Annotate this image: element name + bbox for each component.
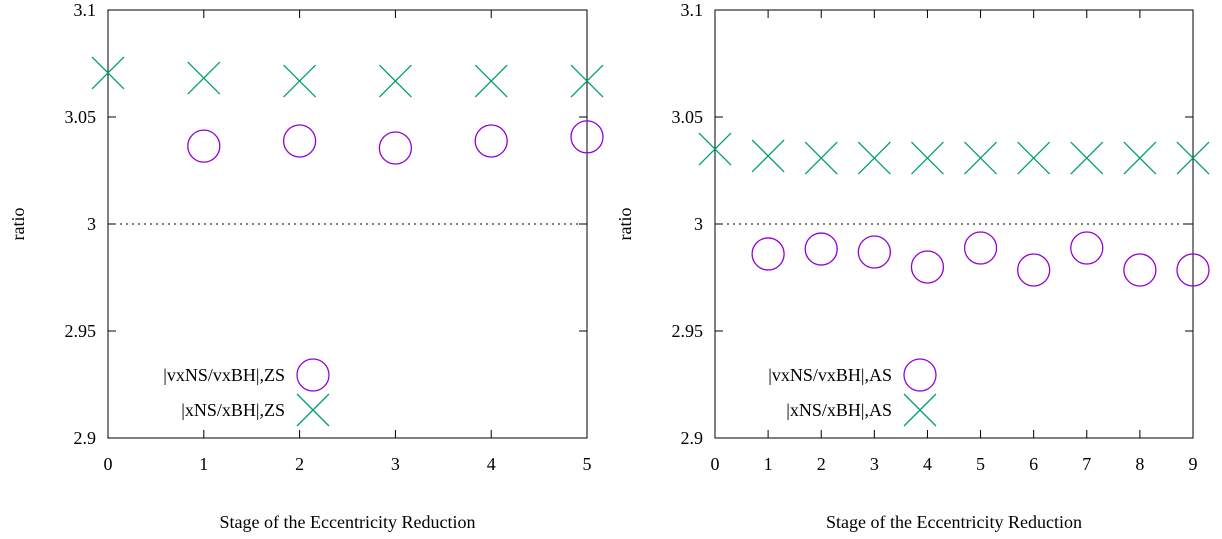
legend-marker <box>903 358 937 392</box>
point <box>964 141 998 175</box>
legend-label: |xNS/xBH|,AS <box>786 400 892 420</box>
point <box>857 141 891 175</box>
point <box>1017 141 1051 175</box>
point <box>1176 141 1210 175</box>
point <box>857 235 891 269</box>
x-tick-label: 5 <box>583 454 592 474</box>
point <box>751 237 785 271</box>
x-tick-label: 7 <box>1082 454 1091 474</box>
point <box>570 120 604 154</box>
legend-label: |vxNS/vxBH|,AS <box>768 365 892 385</box>
point <box>804 232 838 266</box>
point <box>378 131 413 165</box>
point <box>282 124 317 158</box>
point <box>474 64 508 98</box>
y-tick-label: 2.9 <box>74 428 97 448</box>
x-tick-label: 0 <box>711 454 720 474</box>
x-tick-label: 4 <box>923 454 932 474</box>
y-axis-label: ratio <box>615 208 635 241</box>
legend-marker <box>296 393 330 427</box>
chart: 2.9 2.95 3 3.05 3.1 0 1 2 3 4 5 Stage of the Eccent… <box>8 0 604 532</box>
y-tick-label: 3 <box>87 214 96 234</box>
point <box>1123 141 1157 175</box>
x-tick-label: 4 <box>487 454 496 474</box>
point <box>804 141 838 175</box>
point <box>378 64 412 98</box>
point <box>91 56 125 90</box>
chart: 2.9 2.95 3 3.05 3.1 0 1 2 3 4 5 6 7 8 9 Stage of the Ec… <box>615 0 1210 532</box>
point <box>187 129 221 163</box>
legend-marker <box>296 358 330 392</box>
x-tick-label: 5 <box>976 454 985 474</box>
point <box>1070 231 1104 265</box>
point <box>1017 253 1051 287</box>
y-tick-label: 2.95 <box>65 321 97 341</box>
x-tick-label: 6 <box>1029 454 1038 474</box>
x-tick-label: 0 <box>104 454 113 474</box>
legend-label: |xNS/xBH|,ZS <box>181 400 285 420</box>
point <box>1070 141 1104 175</box>
point <box>698 132 732 166</box>
point <box>963 231 998 265</box>
point <box>1123 253 1157 287</box>
y-tick-label: 3 <box>694 214 703 234</box>
y-tick-label: 3.05 <box>65 107 97 127</box>
point <box>910 250 945 284</box>
point <box>283 64 317 98</box>
point <box>751 139 785 173</box>
y-tick-label: 3.1 <box>74 0 97 20</box>
y-tick-label: 2.95 <box>672 321 704 341</box>
x-tick-label: 1 <box>764 454 773 474</box>
x-tick-label: 8 <box>1135 454 1144 474</box>
legend-marker <box>903 393 937 427</box>
x-tick-label: 9 <box>1189 454 1198 474</box>
x-axis-label: Stage of the Eccentricity Reduction <box>220 512 476 532</box>
point <box>474 124 508 158</box>
y-tick-label: 3.1 <box>681 0 704 20</box>
x-tick-label: 3 <box>391 454 400 474</box>
point <box>570 64 604 98</box>
legend-label: |vxNS/vxBH|,ZS <box>163 365 285 385</box>
y-tick-label: 3.05 <box>672 107 704 127</box>
y-tick-label: 2.9 <box>681 428 704 448</box>
x-tick-label: 1 <box>199 454 208 474</box>
point <box>1176 253 1210 287</box>
x-tick-label: 2 <box>295 454 304 474</box>
point <box>910 141 944 175</box>
x-tick-label: 3 <box>870 454 879 474</box>
point <box>187 61 221 95</box>
x-axis-label: Stage of the Eccentricity Reduction <box>826 512 1082 532</box>
x-tick-label: 2 <box>817 454 826 474</box>
y-axis-label: ratio <box>8 208 28 241</box>
